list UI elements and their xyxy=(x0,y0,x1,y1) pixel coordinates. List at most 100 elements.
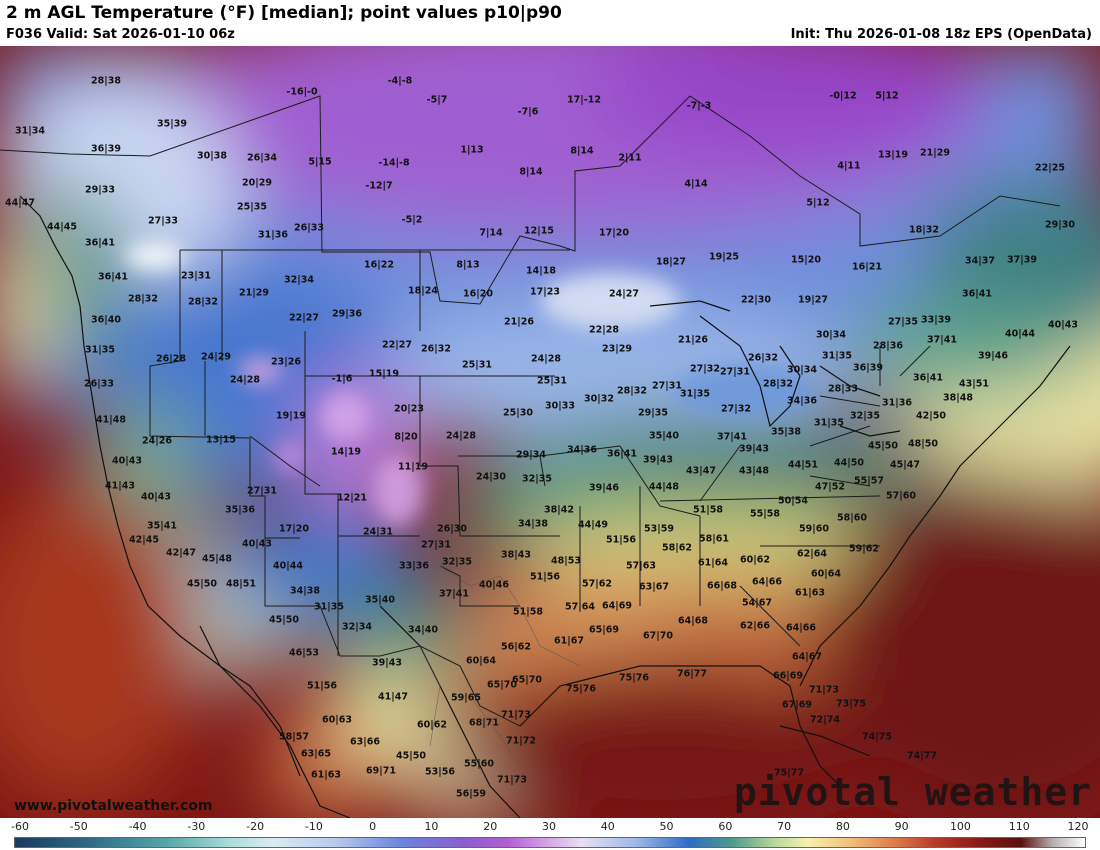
legend-colorbar xyxy=(14,837,1086,848)
point-value-label: 65|70 xyxy=(487,679,517,691)
map-canvas xyxy=(0,46,1100,818)
point-value-label: 5|15 xyxy=(308,156,332,168)
point-value-label: 71|73 xyxy=(809,684,839,696)
point-value-label: 36|41 xyxy=(98,271,128,283)
point-value-label: 40|44 xyxy=(273,560,303,572)
point-value-label: 60|62 xyxy=(417,719,447,731)
point-value-label: 65|69 xyxy=(589,624,619,636)
point-value-label: 18|24 xyxy=(408,285,438,297)
point-value-label: 62|64 xyxy=(797,548,827,560)
point-value-label: 17|-12 xyxy=(567,94,601,106)
pivotal-weather-logo: pivotal weather xyxy=(733,770,1092,814)
legend-tick-label: -10 xyxy=(304,820,323,833)
point-value-label: 12|21 xyxy=(337,492,367,504)
point-value-label: 39|43 xyxy=(372,657,402,669)
point-value-label: 34|37 xyxy=(965,255,995,267)
point-value-label: 36|41 xyxy=(85,237,115,249)
point-value-label: 22|25 xyxy=(1035,162,1065,174)
point-value-label: 45|47 xyxy=(890,459,920,471)
point-value-label: -14|-8 xyxy=(378,157,410,169)
point-value-label: 33|36 xyxy=(399,560,429,572)
point-value-label: 28|38 xyxy=(91,75,121,87)
coastlines xyxy=(19,195,1071,818)
point-value-label: 22|28 xyxy=(589,324,619,336)
point-value-label: 29|30 xyxy=(1045,219,1075,231)
point-value-label: 63|67 xyxy=(639,581,669,593)
point-value-label: 71|73 xyxy=(501,709,531,721)
point-value-label: 22|27 xyxy=(289,312,319,324)
point-value-label: 61|63 xyxy=(311,769,341,781)
point-value-label: 63|66 xyxy=(350,736,380,748)
point-value-label: 75|76 xyxy=(619,672,649,684)
point-value-label: 63|65 xyxy=(301,748,331,760)
point-value-label: 31|34 xyxy=(15,125,45,137)
point-value-label: 27|33 xyxy=(148,215,178,227)
point-value-label: 25|31 xyxy=(537,375,567,387)
point-value-label: -5|7 xyxy=(426,94,448,106)
point-value-label: 29|33 xyxy=(85,184,115,196)
point-value-label: 61|64 xyxy=(698,557,728,569)
point-value-label: 41|47 xyxy=(378,691,408,703)
point-value-label: 57|60 xyxy=(886,490,916,502)
point-value-label: 36|41 xyxy=(913,372,943,384)
point-value-label: 37|39 xyxy=(1007,254,1037,266)
legend-tick-label: 60 xyxy=(718,820,733,833)
point-value-label: 28|36 xyxy=(873,340,903,352)
point-value-label: 35|40 xyxy=(365,594,395,606)
point-value-label: 26|32 xyxy=(421,343,451,355)
point-value-label: 65|70 xyxy=(512,674,542,686)
point-value-label: 46|53 xyxy=(289,647,319,659)
point-value-label: 39|46 xyxy=(589,482,619,494)
point-value-label: 19|25 xyxy=(709,251,739,263)
point-value-label: 16|20 xyxy=(463,288,493,300)
point-value-label: 42|47 xyxy=(166,547,196,559)
point-value-label: 72|74 xyxy=(810,714,840,726)
point-value-label: 27|31 xyxy=(421,539,451,551)
point-value-label: -12|7 xyxy=(365,180,393,192)
point-value-label: 29|34 xyxy=(516,449,546,461)
point-value-label: 71|73 xyxy=(497,774,527,786)
legend-tick-label: -50 xyxy=(69,820,88,833)
legend-tick-label: 80 xyxy=(835,820,850,833)
point-value-label: 28|32 xyxy=(188,296,218,308)
point-value-label: 67|70 xyxy=(643,630,673,642)
point-value-label: 31|35 xyxy=(822,350,852,362)
point-value-label: 27|31 xyxy=(720,366,750,378)
point-value-label: 31|35 xyxy=(814,417,844,429)
point-value-label: 21|26 xyxy=(504,316,534,328)
point-value-label: 41|48 xyxy=(96,414,126,426)
point-value-label: 36|41 xyxy=(962,288,992,300)
point-value-label: 26|30 xyxy=(437,523,467,535)
legend-tick-label: 50 xyxy=(659,820,674,833)
point-value-label: 34|38 xyxy=(518,518,548,530)
point-value-label: 74|77 xyxy=(907,750,937,762)
point-value-label: 42|50 xyxy=(916,410,946,422)
point-value-label: 8|14 xyxy=(570,145,594,157)
point-value-label: 74|75 xyxy=(862,731,892,743)
point-value-label: 24|30 xyxy=(476,471,506,483)
point-value-label: 32|34 xyxy=(342,621,372,633)
point-value-label: 23|26 xyxy=(271,356,301,368)
point-value-label: 53|56 xyxy=(425,766,455,778)
point-value-label: 48|50 xyxy=(908,438,938,450)
point-value-label: 59|65 xyxy=(451,692,481,704)
point-value-label: 12|15 xyxy=(524,225,554,237)
point-value-label: 53|59 xyxy=(644,523,674,535)
point-value-label: 27|35 xyxy=(888,316,918,328)
legend-tick-label: 120 xyxy=(1067,820,1089,833)
point-value-label: 38|42 xyxy=(544,504,574,516)
point-value-label: 24|29 xyxy=(201,351,231,363)
point-value-label: 75|76 xyxy=(566,683,596,695)
point-value-label: 75|77 xyxy=(774,767,804,779)
point-value-label: 30|33 xyxy=(545,400,575,412)
point-value-label: 43|47 xyxy=(686,465,716,477)
point-value-label: 23|29 xyxy=(602,343,632,355)
point-value-label: 43|48 xyxy=(739,465,769,477)
point-value-label: 4|11 xyxy=(837,160,861,172)
init-time: Init: Thu 2026-01-08 18z EPS (OpenData) xyxy=(790,27,1092,42)
point-value-label: 41|43 xyxy=(105,480,135,492)
point-value-label: -16|-0 xyxy=(286,86,318,98)
point-value-label: -5|2 xyxy=(401,214,423,226)
point-value-label: 55|57 xyxy=(854,475,884,487)
point-value-label: 67|69 xyxy=(782,699,812,711)
